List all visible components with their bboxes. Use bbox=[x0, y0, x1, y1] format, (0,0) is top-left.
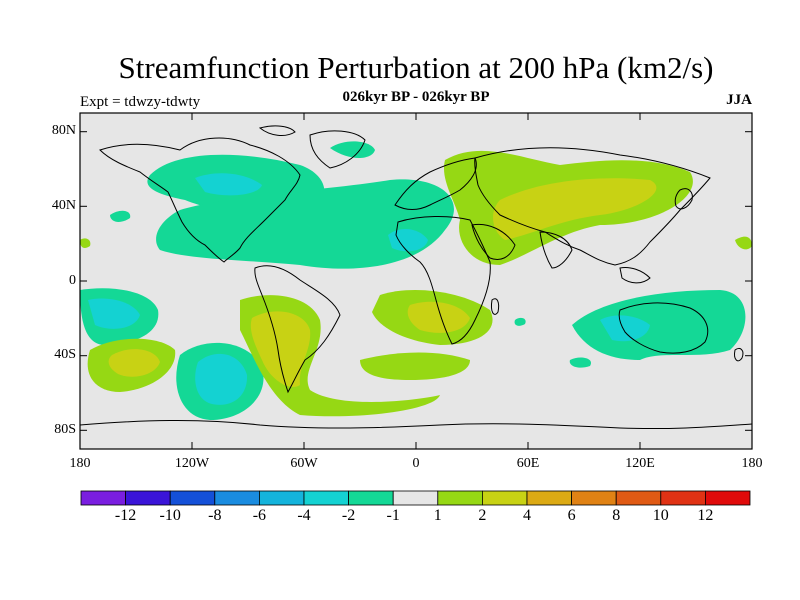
colorbar-label: -8 bbox=[208, 507, 222, 524]
lat-label-80n: 80N bbox=[51, 123, 76, 138]
colorbar-label: 10 bbox=[652, 507, 669, 524]
colorbar-label: -6 bbox=[252, 507, 267, 524]
lon-label-60w: 60W bbox=[290, 456, 318, 471]
axis-ticks bbox=[80, 113, 752, 449]
japan-coastline bbox=[674, 188, 693, 210]
strong-negative-anomaly-regions bbox=[88, 173, 650, 405]
colorbar-swatch bbox=[481, 490, 528, 506]
australia-coastline bbox=[618, 302, 709, 354]
lon-label-60e: 60E bbox=[516, 456, 540, 471]
india-coastline bbox=[539, 231, 573, 269]
lon-label-120w: 120W bbox=[174, 456, 210, 471]
africa-coastline bbox=[395, 215, 491, 345]
colorbar-swatch bbox=[705, 490, 751, 506]
greenland-coastline bbox=[309, 130, 366, 169]
colorbar-label: -2 bbox=[341, 507, 356, 524]
lat-label-40s: 40S bbox=[54, 347, 76, 362]
asia-coastline bbox=[474, 147, 711, 266]
colorbar-label: 4 bbox=[523, 507, 531, 524]
colorbar bbox=[80, 490, 751, 506]
colorbar-label: -10 bbox=[159, 507, 181, 524]
colorbar-swatch bbox=[125, 490, 171, 506]
antarctica-coastline bbox=[80, 419, 752, 430]
strong-positive-anomaly-regions bbox=[108, 178, 657, 388]
arabia-coastline bbox=[471, 223, 516, 260]
experiment-label: Expt = tdwzy-tdwty bbox=[80, 94, 201, 110]
map-subtitle: 026kyr BP - 026kyr BP bbox=[342, 89, 490, 105]
colorbar-label: -12 bbox=[114, 507, 137, 524]
south-america-coastline bbox=[254, 265, 341, 394]
lon-label-120e: 120E bbox=[625, 456, 655, 471]
colorbar-label: 2 bbox=[478, 507, 487, 524]
colorbar-swatch bbox=[571, 490, 617, 506]
new-zealand-coastline bbox=[734, 347, 744, 362]
colorbar-label: 8 bbox=[612, 507, 621, 524]
colorbar-label: -4 bbox=[297, 507, 311, 524]
north-america-coastline bbox=[99, 137, 301, 263]
colorbar-swatch bbox=[660, 490, 706, 506]
lat-label-40n: 40N bbox=[51, 198, 76, 213]
colorbar-swatch bbox=[214, 490, 260, 506]
colorbar-swatch bbox=[258, 490, 305, 506]
lat-label-80s: 80S bbox=[54, 422, 76, 437]
lon-label-0: 0 bbox=[412, 456, 420, 471]
colorbar-swatch bbox=[526, 490, 572, 506]
colorbar-swatch bbox=[303, 490, 349, 506]
colorbar-swatch bbox=[348, 490, 394, 506]
colorbar-swatch bbox=[437, 490, 483, 506]
lat-label-0: 0 bbox=[69, 273, 76, 288]
colorbar-swatch bbox=[392, 490, 439, 506]
colorbar-label: 1 bbox=[433, 507, 442, 524]
colorbar-label: 12 bbox=[697, 507, 714, 524]
colorbar-label: 6 bbox=[567, 507, 576, 524]
colorbar-swatch bbox=[80, 490, 126, 506]
season-label: JJA bbox=[726, 92, 752, 108]
contour-fill-layer bbox=[80, 141, 752, 420]
lon-label-180e: 180 bbox=[741, 456, 763, 471]
europe-coastline bbox=[394, 157, 477, 210]
colorbar-swatch bbox=[169, 490, 216, 506]
colorbar-label: -1 bbox=[386, 507, 400, 524]
madagascar-coastline bbox=[491, 298, 500, 315]
arctic-islands-coastline bbox=[258, 125, 296, 136]
indonesia-coastline bbox=[619, 267, 651, 284]
coastlines bbox=[80, 125, 752, 430]
colorbar-swatch bbox=[615, 490, 662, 506]
lon-label-180w: 180 bbox=[69, 456, 91, 471]
map-title: Streamfunction Perturbation at 200 hPa (… bbox=[118, 50, 714, 85]
